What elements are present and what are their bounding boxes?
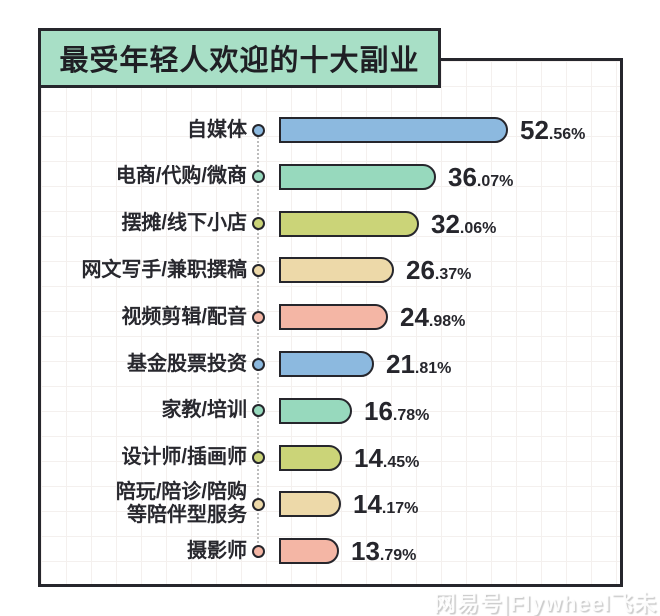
bar — [279, 117, 508, 143]
category-dot — [252, 451, 265, 465]
value-label: 36.07% — [448, 164, 513, 190]
category-dot — [252, 170, 265, 184]
category-label: 家教/培训 — [161, 399, 247, 422]
bar — [279, 538, 339, 565]
value-integer: 14 — [354, 442, 383, 473]
value-fraction: .37% — [434, 266, 472, 284]
category-label: 视频剪辑/配音 — [121, 305, 247, 328]
category-label: 网文写手/兼职撰稿 — [81, 258, 247, 281]
chart-row: 设计师/插画师 14.45% — [41, 434, 620, 481]
watermark: 网易号|Flywheel飞未 — [433, 591, 657, 616]
chart-row: 基金股票投资 21.81% — [41, 341, 620, 388]
bar — [279, 491, 341, 518]
chart-row: 摄影师 13.79% — [41, 528, 620, 575]
chart-title: 最受年轻人欢迎的十大副业 — [59, 45, 420, 77]
category-dot — [252, 217, 265, 231]
value-fraction: .98% — [428, 313, 466, 331]
category-label: 设计师/插画师 — [121, 446, 247, 469]
category-dot — [252, 123, 265, 137]
category-dot — [252, 404, 265, 418]
value-fraction: .45% — [382, 453, 420, 471]
value-integer: 24 — [400, 302, 429, 333]
value-integer: 36 — [448, 161, 477, 192]
bar — [279, 444, 342, 471]
category-dot — [252, 310, 265, 324]
category-label: 电商/代购/微商 — [115, 165, 247, 188]
value-label: 24.98% — [400, 304, 465, 330]
category-dot — [252, 263, 265, 277]
chart-row: 电商/代购/微商 36.07% — [41, 153, 620, 200]
chart-row: 摆摊/线下小店 32.06% — [41, 200, 620, 247]
category-dot — [252, 544, 265, 558]
value-label: 21.81% — [386, 351, 451, 377]
bar — [279, 351, 374, 377]
value-label: 52.56% — [520, 117, 585, 143]
bar — [279, 210, 419, 237]
value-label: 16.78% — [364, 398, 429, 424]
chart-row: 陪玩/陪诊/陪购 等陪伴型服务 14.17% — [41, 481, 620, 528]
category-label: 自媒体 — [187, 118, 247, 141]
chart-frame: 自媒体 52.56% 电商/代购/微商 36.07% 摆摊/线下小店 32.06… — [38, 58, 623, 587]
value-label: 32.06% — [431, 211, 496, 237]
value-integer: 26 — [406, 255, 435, 286]
value-label: 13.79% — [351, 538, 416, 564]
value-integer: 21 — [386, 349, 415, 379]
value-integer: 13 — [351, 536, 380, 567]
category-dot — [252, 357, 265, 371]
value-label: 14.17% — [353, 491, 418, 517]
value-fraction: .81% — [414, 360, 452, 377]
value-fraction: .56% — [548, 126, 586, 143]
category-label: 摆摊/线下小店 — [121, 212, 247, 235]
bar — [279, 163, 436, 190]
value-integer: 14 — [353, 489, 382, 520]
value-integer: 16 — [364, 395, 393, 426]
value-fraction: .79% — [379, 547, 417, 565]
category-label: 陪玩/陪诊/陪购 等陪伴型服务 — [115, 481, 247, 527]
value-fraction: .07% — [476, 172, 514, 190]
value-integer: 32 — [431, 208, 460, 239]
chart-title-box: 最受年轻人欢迎的十大副业 — [38, 28, 441, 88]
chart-row: 网文写手/兼职撰稿 26.37% — [41, 247, 620, 294]
category-label: 摄影师 — [187, 539, 247, 562]
bar — [279, 304, 388, 331]
category-label: 基金股票投资 — [127, 352, 247, 375]
chart-rows: 自媒体 52.56% 电商/代购/微商 36.07% 摆摊/线下小店 32.06… — [41, 61, 620, 584]
value-label: 26.37% — [406, 257, 471, 283]
value-fraction: .78% — [392, 406, 430, 424]
chart-row: 家教/培训 16.78% — [41, 387, 620, 434]
bar — [279, 397, 352, 424]
value-fraction: .06% — [459, 219, 497, 237]
category-dot — [252, 497, 265, 511]
value-fraction: .17% — [381, 500, 419, 518]
value-label: 14.45% — [354, 445, 419, 471]
bar — [279, 257, 394, 284]
value-integer: 52 — [520, 115, 549, 145]
axis-dotted-line — [257, 130, 259, 551]
chart-row: 视频剪辑/配音 24.98% — [41, 294, 620, 341]
chart-row: 自媒体 52.56% — [41, 107, 620, 154]
